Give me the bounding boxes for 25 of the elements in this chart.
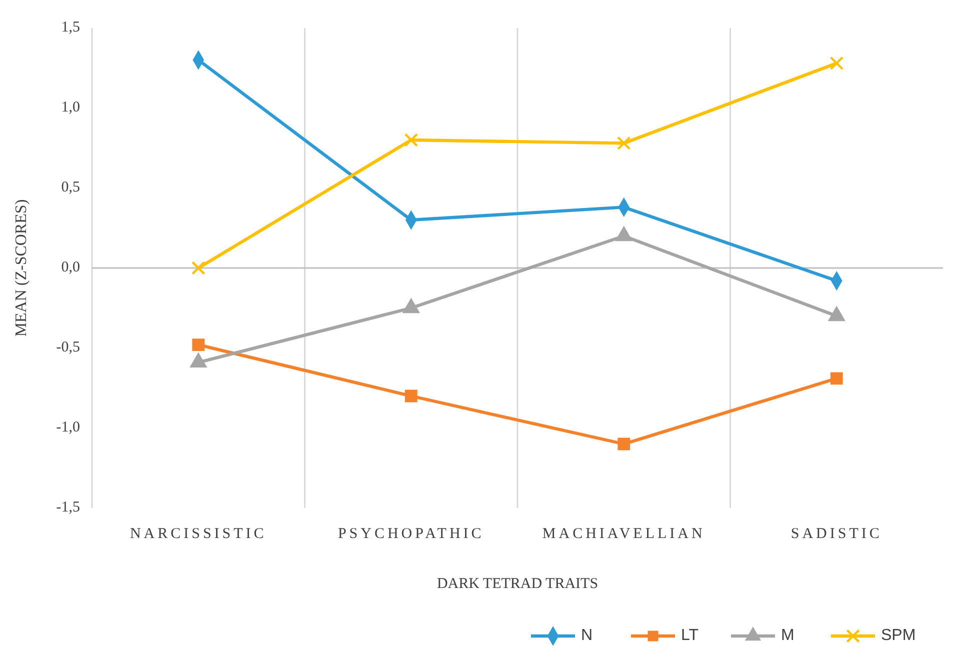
point: [616, 136, 631, 150]
y-tick-label: 1,5: [61, 19, 80, 36]
legend-label: LT: [681, 627, 699, 644]
legend-label: M: [781, 627, 794, 644]
x-tick-label: PSYCHOPATHIC: [338, 526, 484, 542]
point: [830, 372, 843, 385]
y-axis-title: MEAN (Z-SCORES): [13, 199, 30, 337]
x-axis-title: DARK TETRAD TRAITS: [436, 576, 598, 592]
y-tick-label: 1,0: [61, 99, 80, 116]
x-tick-label: SADISTIC: [790, 526, 882, 542]
legend-label: SPM: [881, 627, 916, 644]
point: [618, 438, 630, 450]
point: [191, 261, 206, 275]
y-tick-label: 0,0: [61, 259, 80, 276]
point: [404, 133, 418, 147]
legend-label: N: [581, 627, 593, 644]
x-tick-label: MACHIAVELLIAN: [542, 526, 706, 542]
y-tick-label: 0,5: [61, 179, 80, 196]
point: [404, 390, 418, 402]
point: [192, 338, 205, 351]
y-tick-label: -1,5: [56, 499, 80, 516]
y-tick-label: -1,0: [56, 419, 80, 436]
y-tick-label: -0,5: [56, 339, 80, 356]
x-tick-label: NARCISSISTIC: [130, 526, 267, 542]
point: [830, 56, 844, 70]
